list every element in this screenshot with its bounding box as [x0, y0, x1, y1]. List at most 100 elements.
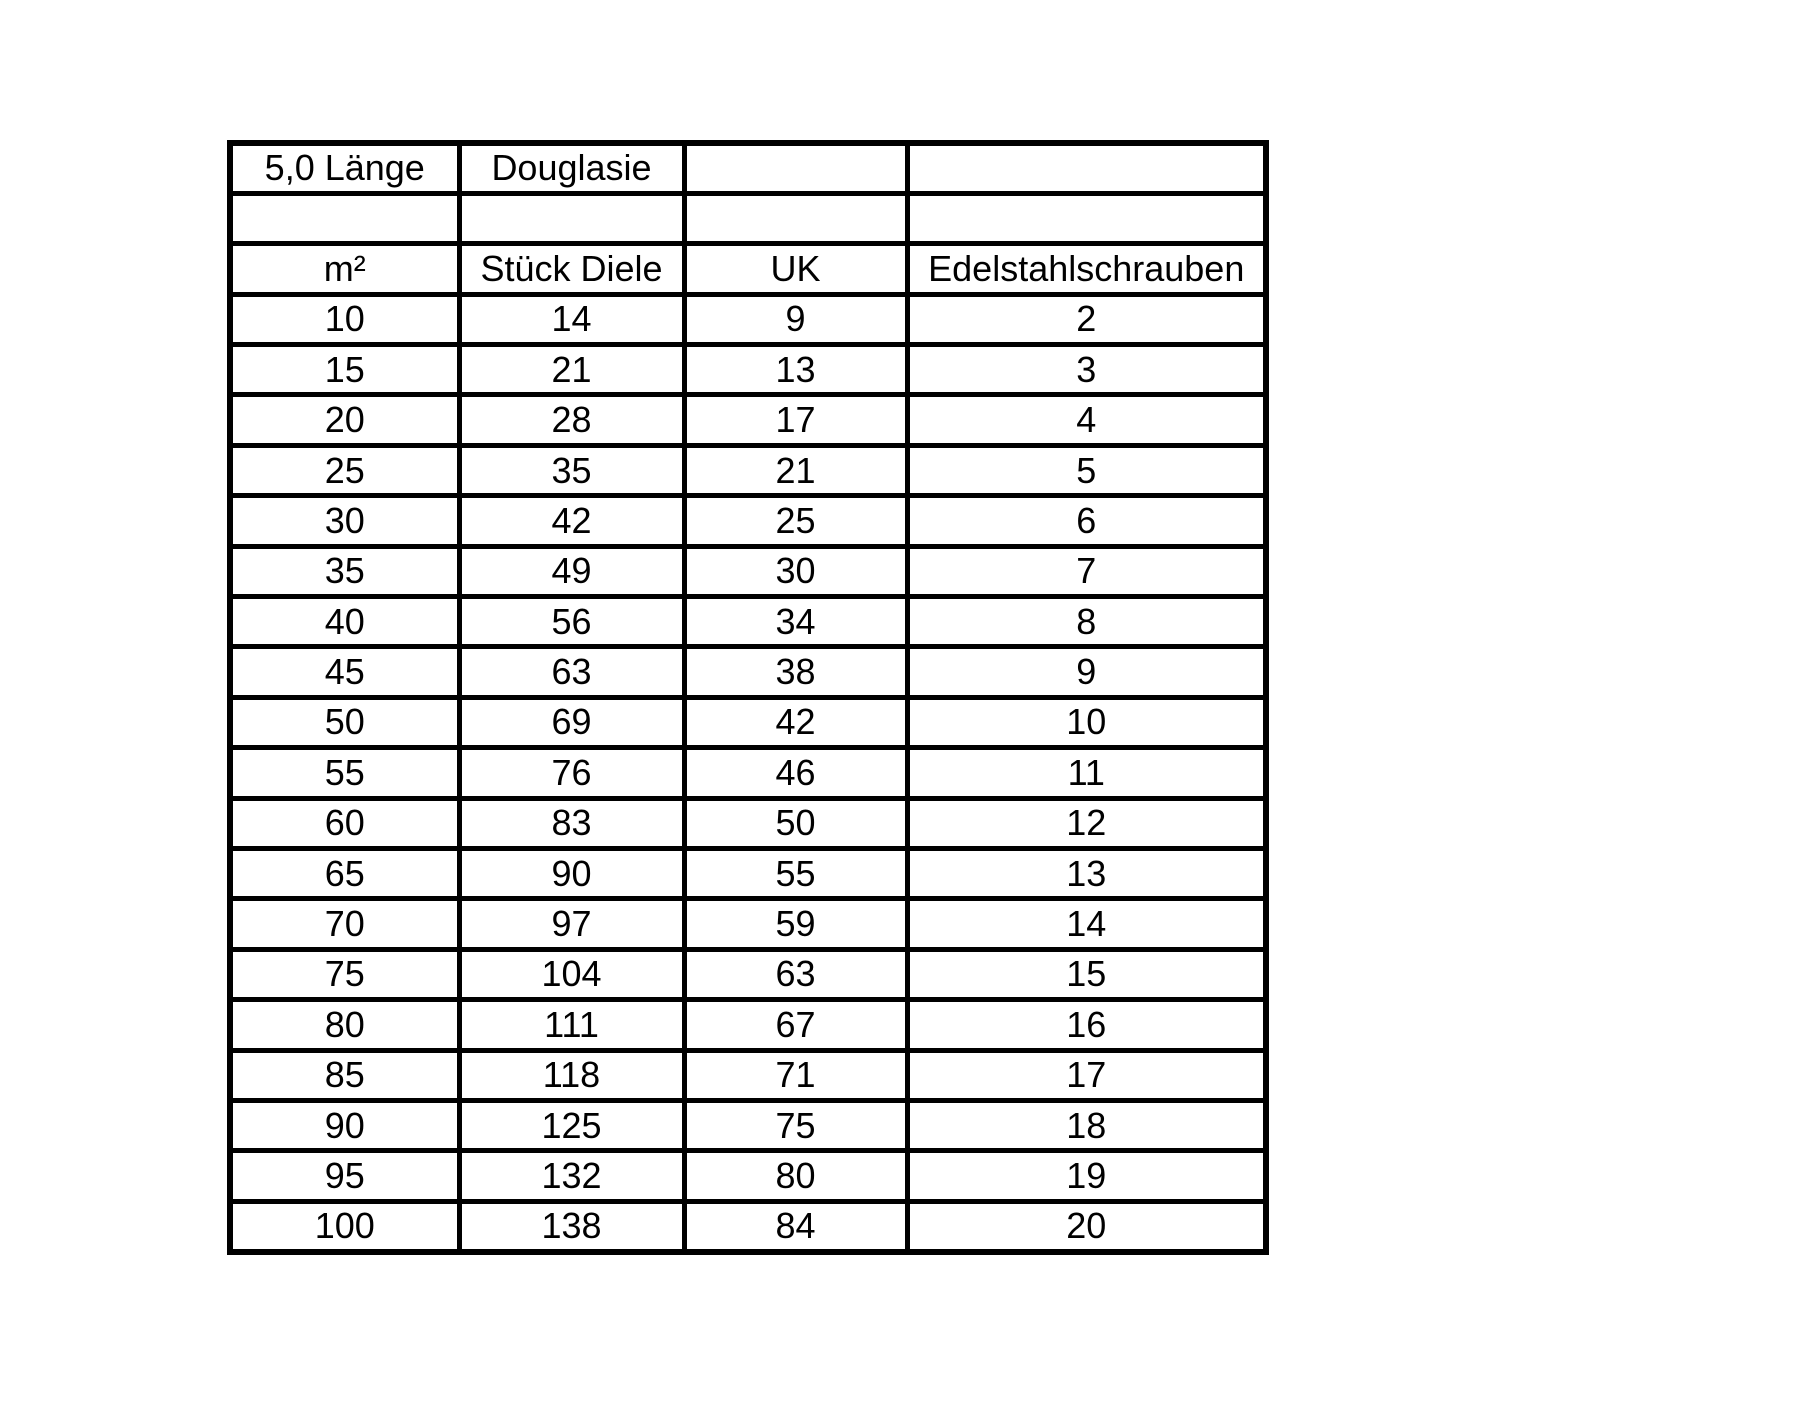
cell-m2: 25	[227, 442, 462, 499]
cell-m2: 20	[227, 392, 462, 448]
cell-m2: 100	[227, 1198, 462, 1255]
materials-table: 5,0 Länge Douglasie m² Stück Diele UK Ed…	[227, 140, 1269, 1255]
cell-uk: 46	[681, 745, 910, 801]
table-row: 20 28 17 4	[227, 392, 1269, 448]
cell-edelstahlschrauben: 7	[904, 543, 1269, 600]
cell-uk: 42	[681, 694, 910, 751]
spacer-row	[227, 190, 1269, 247]
spacer-cell	[456, 190, 687, 247]
table-row: 70 97 59 14	[227, 896, 1269, 952]
cell-edelstahlschrauben: 12	[904, 795, 1269, 851]
title-empty-cell-3	[681, 140, 910, 196]
cell-m2: 15	[227, 342, 462, 398]
cell-m2: 50	[227, 694, 462, 751]
table-row: 45 63 38 9	[227, 644, 1269, 700]
cell-uk: 63	[681, 946, 910, 1003]
cell-m2: 80	[227, 997, 462, 1053]
cell-stueck-diele: 49	[456, 543, 687, 600]
cell-uk: 13	[681, 342, 910, 398]
table-row: 30 42 25 6	[227, 493, 1269, 549]
cell-uk: 30	[681, 543, 910, 600]
cell-edelstahlschrauben: 2	[904, 291, 1269, 348]
cell-edelstahlschrauben: 14	[904, 896, 1269, 952]
cell-uk: 38	[681, 644, 910, 700]
cell-stueck-diele: 97	[456, 896, 687, 952]
spacer-cell	[681, 190, 910, 247]
cell-m2: 95	[227, 1148, 462, 1204]
cell-edelstahlschrauben: 10	[904, 694, 1269, 751]
cell-m2: 35	[227, 543, 462, 600]
cell-edelstahlschrauben: 3	[904, 342, 1269, 398]
title-row: 5,0 Länge Douglasie	[227, 140, 1269, 196]
cell-stueck-diele: 118	[456, 1047, 687, 1103]
cell-edelstahlschrauben: 18	[904, 1097, 1269, 1154]
table-row: 75 104 63 15	[227, 946, 1269, 1003]
header-m2: m²	[227, 241, 462, 297]
cell-uk: 50	[681, 795, 910, 851]
cell-edelstahlschrauben: 15	[904, 946, 1269, 1003]
cell-edelstahlschrauben: 19	[904, 1148, 1269, 1204]
cell-m2: 45	[227, 644, 462, 700]
cell-m2: 30	[227, 493, 462, 549]
cell-m2: 55	[227, 745, 462, 801]
spacer-cell	[227, 190, 462, 247]
cell-uk: 21	[681, 442, 910, 499]
cell-m2: 65	[227, 845, 462, 902]
table-row: 55 76 46 11	[227, 745, 1269, 801]
cell-edelstahlschrauben: 6	[904, 493, 1269, 549]
cell-stueck-diele: 138	[456, 1198, 687, 1255]
header-uk: UK	[681, 241, 910, 297]
table-row: 65 90 55 13	[227, 845, 1269, 902]
spacer-cell	[904, 190, 1269, 247]
cell-uk: 55	[681, 845, 910, 902]
cell-m2: 90	[227, 1097, 462, 1154]
cell-edelstahlschrauben: 4	[904, 392, 1269, 448]
cell-edelstahlschrauben: 8	[904, 593, 1269, 650]
table-row: 10 14 9 2	[227, 291, 1269, 348]
cell-stueck-diele: 125	[456, 1097, 687, 1154]
cell-uk: 59	[681, 896, 910, 952]
table-row: 85 118 71 17	[227, 1047, 1269, 1103]
cell-edelstahlschrauben: 5	[904, 442, 1269, 499]
cell-m2: 10	[227, 291, 462, 348]
header-row: m² Stück Diele UK Edelstahlschrauben	[227, 241, 1269, 297]
cell-stueck-diele: 104	[456, 946, 687, 1003]
header-stueck-diele: Stück Diele	[456, 241, 687, 297]
cell-uk: 34	[681, 593, 910, 650]
cell-uk: 71	[681, 1047, 910, 1103]
cell-uk: 67	[681, 997, 910, 1053]
cell-uk: 9	[681, 291, 910, 348]
header-edelstahlschrauben: Edelstahlschrauben	[904, 241, 1269, 297]
table-row: 40 56 34 8	[227, 593, 1269, 650]
cell-m2: 75	[227, 946, 462, 1003]
cell-stueck-diele: 76	[456, 745, 687, 801]
cell-m2: 40	[227, 593, 462, 650]
cell-stueck-diele: 69	[456, 694, 687, 751]
title-wood-type-cell: Douglasie	[456, 140, 687, 196]
cell-stueck-diele: 35	[456, 442, 687, 499]
title-length-cell: 5,0 Länge	[227, 140, 462, 196]
cell-edelstahlschrauben: 11	[904, 745, 1269, 801]
table-row: 35 49 30 7	[227, 543, 1269, 600]
cell-uk: 25	[681, 493, 910, 549]
cell-edelstahlschrauben: 13	[904, 845, 1269, 902]
cell-stueck-diele: 21	[456, 342, 687, 398]
cell-m2: 70	[227, 896, 462, 952]
cell-stueck-diele: 28	[456, 392, 687, 448]
cell-stueck-diele: 14	[456, 291, 687, 348]
table-row: 80 111 67 16	[227, 997, 1269, 1053]
cell-stueck-diele: 83	[456, 795, 687, 851]
cell-uk: 84	[681, 1198, 910, 1255]
cell-stueck-diele: 132	[456, 1148, 687, 1204]
cell-m2: 85	[227, 1047, 462, 1103]
table-row: 60 83 50 12	[227, 795, 1269, 851]
cell-uk: 17	[681, 392, 910, 448]
cell-edelstahlschrauben: 20	[904, 1198, 1269, 1255]
title-empty-cell-4	[904, 140, 1269, 196]
table-row: 95 132 80 19	[227, 1148, 1269, 1204]
table-row: 15 21 13 3	[227, 342, 1269, 398]
cell-stueck-diele: 63	[456, 644, 687, 700]
table-row: 50 69 42 10	[227, 694, 1269, 751]
cell-stueck-diele: 90	[456, 845, 687, 902]
